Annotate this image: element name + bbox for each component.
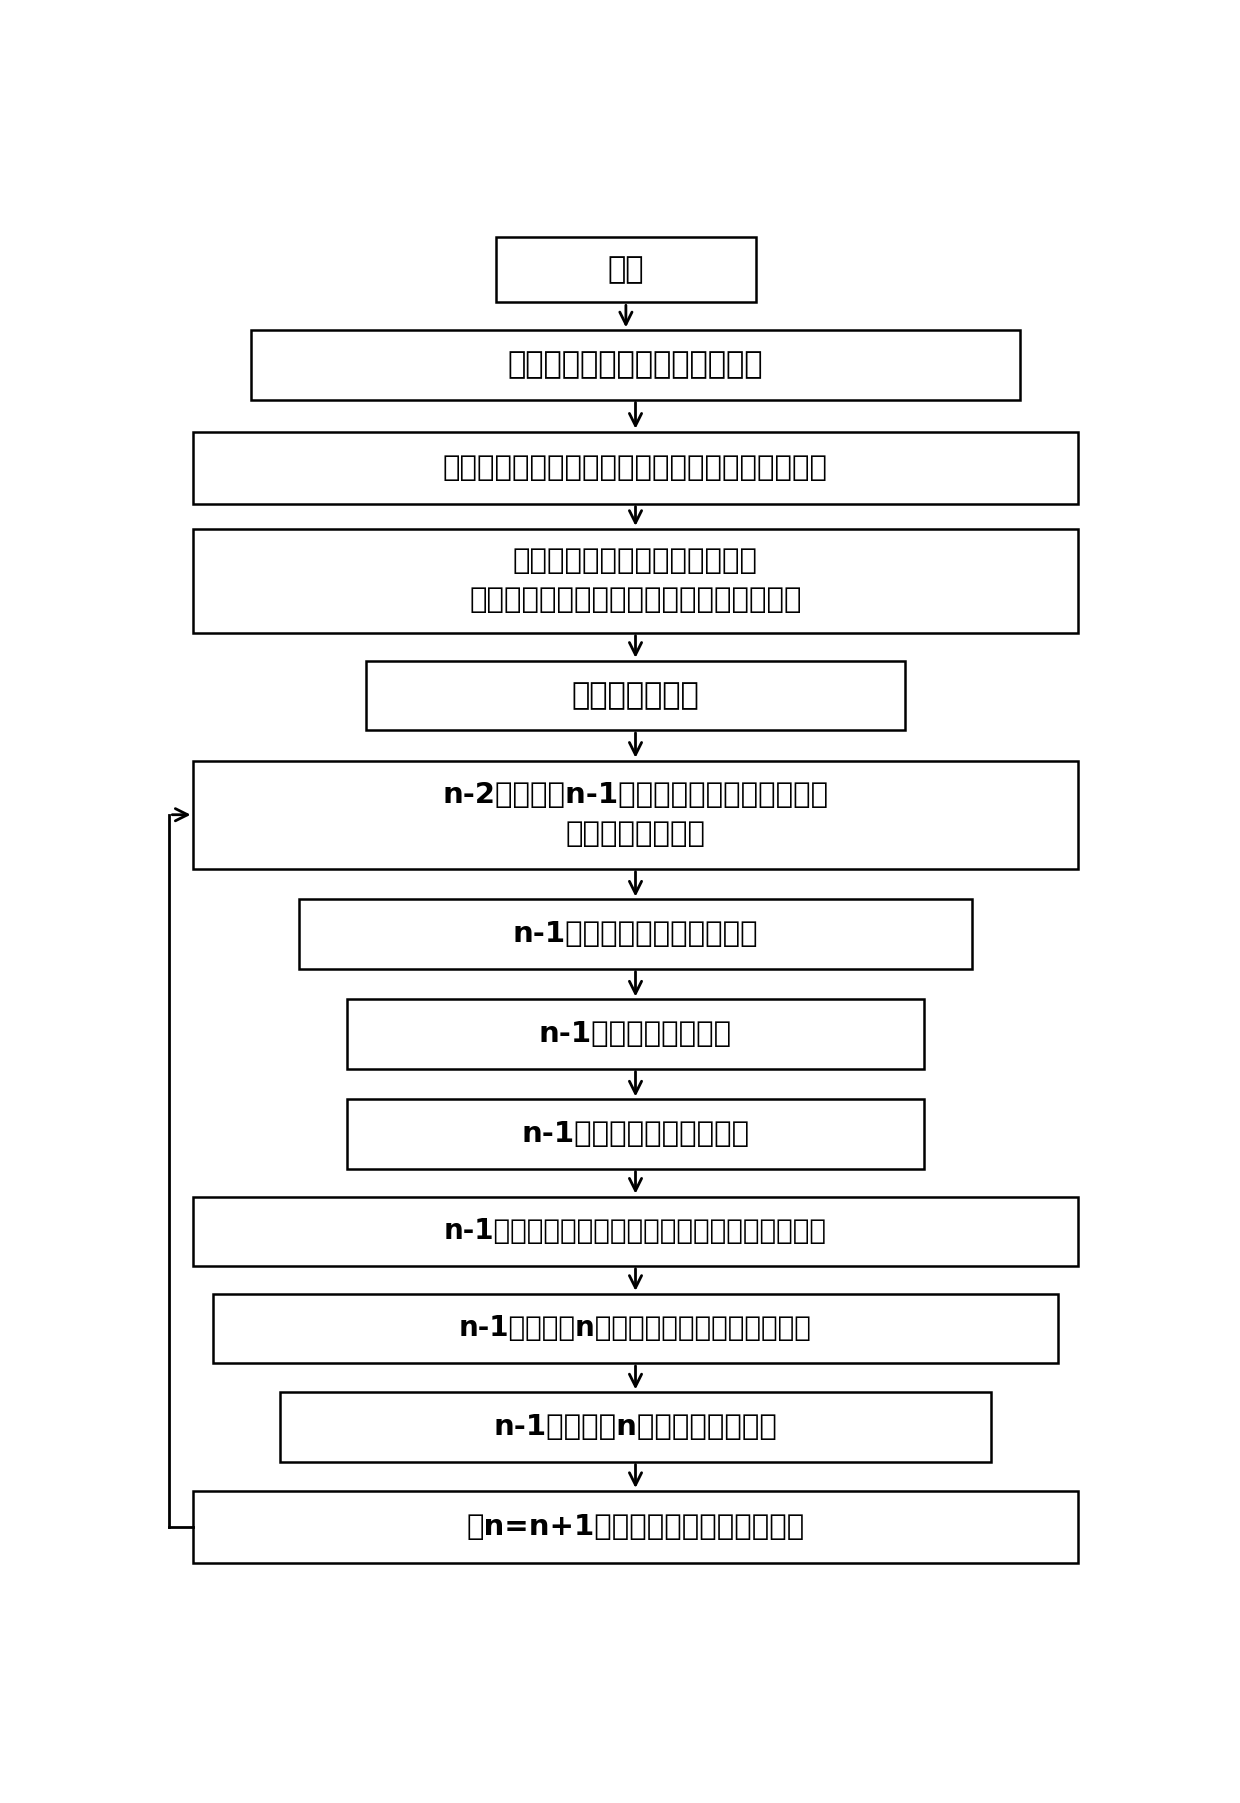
Bar (193, 761, 1078, 869)
Text: 分析时刻各车道的交通流量收集: 分析时刻各车道的交通流量收集 (507, 350, 764, 379)
Text: 参数初始化设置: 参数初始化设置 (572, 682, 699, 710)
Bar (193, 431, 1078, 503)
Bar (347, 999, 924, 1069)
Bar (250, 330, 1021, 400)
Bar (496, 238, 755, 303)
Bar (193, 528, 1078, 633)
Text: n-1时刻相对n时刻的预测值计算: n-1时刻相对n时刻的预测值计算 (494, 1414, 777, 1441)
Text: 建立基于卡尔曼滤波的分车道车流比例预测表达式: 建立基于卡尔曼滤波的分车道车流比例预测表达式 (443, 454, 828, 481)
Bar (193, 1491, 1078, 1563)
Text: 预测表达式状态方程变换并建立
基于卡尔曼滤波的分车道车流比例预测模型: 预测表达式状态方程变换并建立 基于卡尔曼滤波的分车道车流比例预测模型 (469, 548, 802, 615)
Text: n-1时刻观测误差计算: n-1时刻观测误差计算 (539, 1020, 732, 1048)
Bar (299, 900, 972, 968)
Text: n-1时刻对于n时刻状态向量预测估计值计算: n-1时刻对于n时刻状态向量预测估计值计算 (459, 1314, 812, 1343)
Bar (213, 1295, 1058, 1363)
Text: 开始: 开始 (608, 256, 644, 285)
Text: n-2时刻对于n-1时刻状态向量预测估计值的
误差相关矩阵计算: n-2时刻对于n-1时刻状态向量预测估计值的 误差相关矩阵计算 (443, 781, 828, 847)
Bar (367, 660, 905, 730)
Bar (280, 1392, 991, 1462)
Text: 令n=n+1，重复上述流程，滚动预测: 令n=n+1，重复上述流程，滚动预测 (466, 1513, 805, 1542)
Text: n-1时刻状态向量最优估计: n-1时刻状态向量最优估计 (522, 1120, 749, 1149)
Bar (193, 1197, 1078, 1266)
Text: n-1时刻卡尔曼增益矩阵计算: n-1时刻卡尔曼增益矩阵计算 (512, 920, 759, 948)
Bar (347, 1100, 924, 1168)
Text: n-1时刻状态向量最优估计值的误差相关矩阵计算: n-1时刻状态向量最优估计值的误差相关矩阵计算 (444, 1217, 827, 1246)
